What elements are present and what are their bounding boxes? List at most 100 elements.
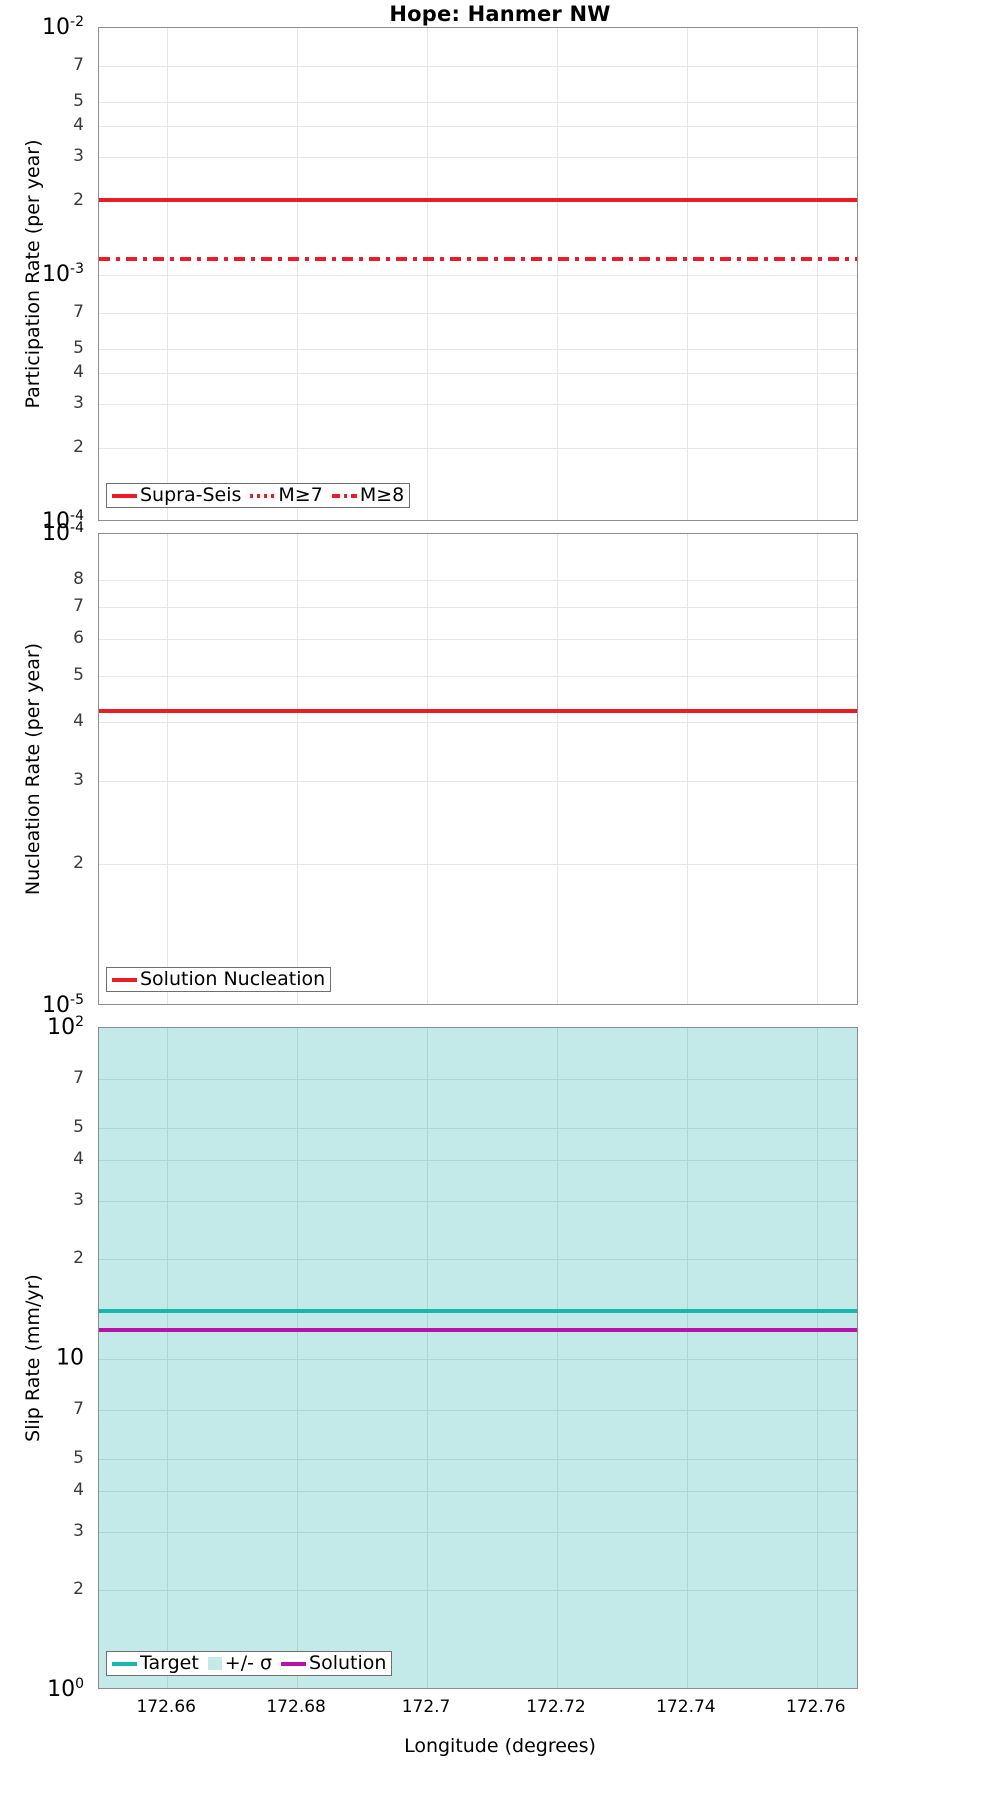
x-tick-label: 172.7 [401,1697,451,1717]
gridline-horizontal [99,1458,857,1460]
x-axis-label: Longitude (degrees) [404,1735,596,1757]
legend-label: Supra-Seis [140,484,242,506]
y-tick-label: 5 [73,338,84,359]
y-tick-label: 4 [73,362,84,383]
y-tick-label: 5 [73,1116,84,1137]
gridline-vertical [556,28,558,520]
legend-slip-rate[interactable]: Target +/- σ Solution [106,1651,393,1676]
gridline-horizontal [99,1159,857,1161]
y-axis-label-nucleation: Nucleation Rate (per year) [22,642,44,896]
legend-swatch-band-icon [207,1657,222,1670]
y-tick-label: 4 [73,710,84,731]
y-axis-ticks-participation: 10-2 7 5 4 3 2 10-3 7 5 4 3 2 10-4 [0,14,84,534]
gridline-horizontal [99,863,857,865]
figure-title: Hope: Hanmer NW [389,2,611,26]
y-tick-label: 100 [47,1675,84,1703]
gridline-vertical [297,534,299,1004]
y-tick-label: 3 [73,146,84,167]
gridline-horizontal [99,676,857,678]
plot-area-slip-rate [98,1027,858,1689]
gridline-horizontal [99,126,857,128]
y-tick-label: 2 [73,852,84,873]
legend-label: Solution Nucleation [140,968,326,990]
y-tick-label: 7 [73,55,84,76]
y-tick-label: 3 [73,1521,84,1542]
legend-swatch-dotted-red-icon [250,493,276,498]
series-line [99,257,857,262]
gridline-vertical [167,28,169,520]
gridline-vertical [427,28,429,520]
x-tick-label: 172.74 [656,1697,716,1717]
legend-swatch-solid-magenta-icon [281,1661,307,1666]
legend-nucleation-rate[interactable]: Solution Nucleation [106,967,332,992]
y-tick-label: 4 [73,1148,84,1169]
gridline-vertical [816,534,818,1004]
legend-label: Solution [309,1652,387,1674]
y-tick-label: 7 [73,1068,84,1089]
gridline-horizontal [99,1259,857,1261]
legend-label: M≥7 [278,484,323,506]
y-tick-label: 7 [73,302,84,323]
y-tick-label: 2 [73,1579,84,1600]
y-tick-label: 5 [73,91,84,112]
gridline-horizontal [99,313,857,315]
plot-area-participation-rate [98,27,858,521]
y-axis-ticks-slip: 102 7 5 4 3 2 10 7 5 4 3 2 100 [0,1014,84,1702]
y-tick-label: 2 [73,189,84,210]
legend-entry: Solution [281,1654,386,1673]
gridline-horizontal [99,102,857,104]
legend-participation-rate[interactable]: Supra-Seis M≥7 M≥8 [106,483,411,508]
gridline-horizontal [99,275,857,276]
gridline-vertical [686,534,688,1004]
series-line [99,198,857,203]
y-tick-label: 10 [56,1345,84,1371]
gridline-horizontal [99,373,857,375]
y-tick-label: 5 [73,1447,84,1468]
y-tick-label: 2 [73,1248,84,1269]
gridline-vertical [297,28,299,520]
y-tick-label: 10-3 [42,260,84,288]
gridline-horizontal [99,1590,857,1592]
gridline-horizontal [99,404,857,406]
gridline-horizontal [99,638,857,640]
gridline-horizontal [99,1201,857,1203]
y-tick-label: 4 [73,1479,84,1500]
legend-entry: Solution Nucleation [112,970,325,989]
gridline-vertical [167,1028,169,1688]
y-tick-label: 4 [73,115,84,136]
series-line [99,1328,857,1333]
gridline-horizontal [99,1410,857,1412]
gridline-horizontal [99,157,857,159]
y-tick-label: 10-4 [42,519,84,547]
gridline-vertical [167,534,169,1004]
gridline-horizontal [99,780,857,782]
legend-swatch-dashdot-red-icon [331,493,357,498]
gridline-horizontal [99,1079,857,1081]
y-axis-ticks-nucleation: 10-4 8 7 6 5 4 3 2 10-5 [0,520,84,1018]
y-axis-label-slip: Slip Rate (mm/yr) [22,1274,44,1442]
legend-entry: M≥8 [331,486,404,505]
legend-label: +/- σ [224,1652,273,1674]
y-tick-label: 102 [47,1013,84,1041]
gridline-horizontal [99,1359,857,1360]
y-tick-label: 10-2 [42,13,84,41]
gridline-horizontal [99,579,857,581]
gridline-horizontal [99,1490,857,1492]
gridline-horizontal [99,721,857,723]
x-tick-label: 172.76 [786,1697,846,1717]
gridline-horizontal [99,1532,857,1534]
x-tick-label: 172.72 [526,1697,586,1717]
y-tick-label: 2 [73,436,84,457]
gridline-vertical [556,1028,558,1688]
legend-entry: +/- σ [207,1652,273,1674]
legend-swatch-solid-red-icon [112,493,137,498]
legend-entry: Supra-Seis [112,486,241,505]
gridline-vertical [556,534,558,1004]
y-tick-label: 7 [73,1399,84,1420]
gridline-vertical [297,1028,299,1688]
y-tick-label: 3 [73,769,84,790]
x-tick-label: 172.68 [266,1697,326,1717]
legend-entry: M≥7 [250,484,323,506]
legend-swatch-solid-teal-icon [112,1661,137,1666]
